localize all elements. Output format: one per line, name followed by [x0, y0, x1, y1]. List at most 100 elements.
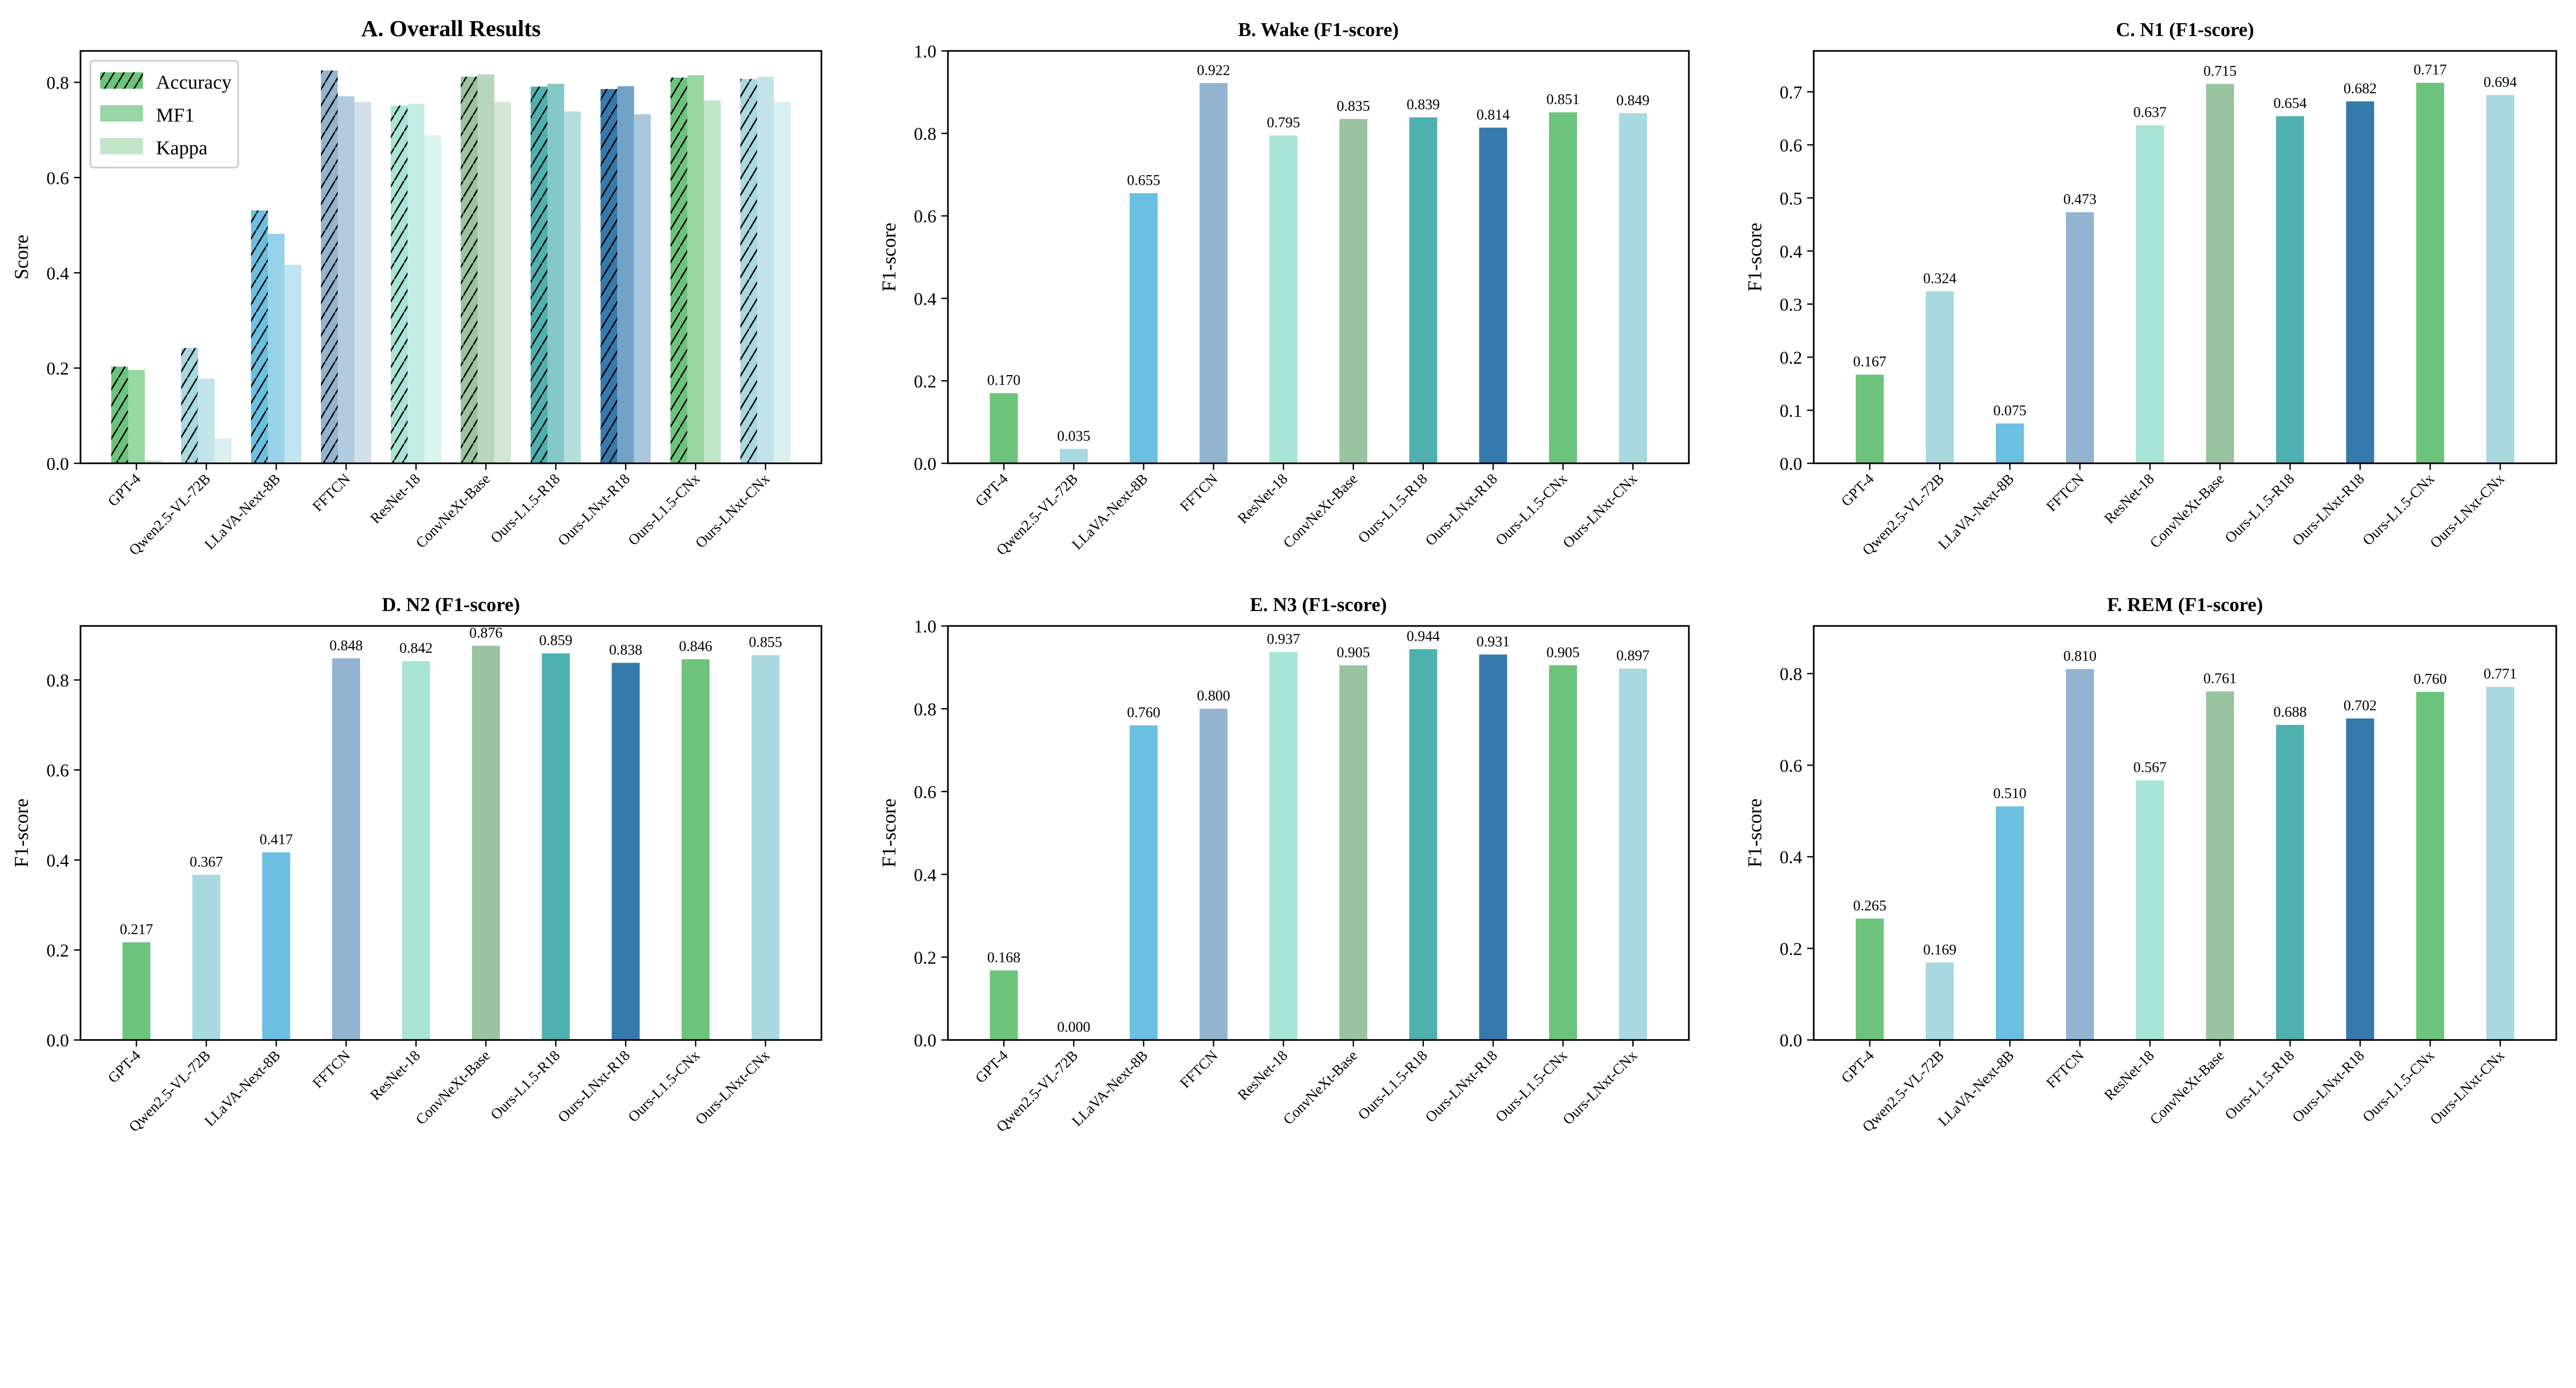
bar	[2136, 125, 2164, 464]
y-axis-label: F1-score	[1744, 799, 1766, 868]
figure: A. Overall Results Score 0.0 0.2 0.4 0.6 0.8 Ac…	[11, 15, 2557, 1136]
bar	[1409, 649, 1437, 1040]
x-tick-label: LLaVA-Next-8B	[201, 470, 284, 553]
x-tick-label: ConvNeXt-Base	[413, 470, 494, 551]
panel-6: F. REM (F1-score) F1-score 0.0 0.2 0.4 0.6 0.8…	[1744, 594, 2557, 1136]
y-tick-label: 0.4	[1780, 848, 1802, 868]
bar	[541, 653, 570, 1040]
bar-value-label: 0.859	[539, 632, 573, 649]
bar	[1199, 708, 1228, 1040]
bar-mf1	[337, 96, 355, 464]
x-tick-label: GPT-4	[972, 1047, 1011, 1087]
y-tick-label: 0.0	[914, 1030, 937, 1051]
bar-value-label: 0.876	[469, 624, 503, 641]
y-tick-label: 0.3	[1780, 295, 1802, 315]
axes-frame	[1812, 50, 2557, 464]
bar	[2486, 95, 2515, 464]
bar	[402, 661, 430, 1040]
bar-value-label: 0.324	[1923, 270, 1957, 287]
bar-value-label: 0.760	[1127, 704, 1161, 721]
bar-value-label: 0.851	[1547, 91, 1580, 108]
bar	[2206, 83, 2234, 464]
bar	[472, 646, 500, 1040]
x-tick-label: Ours-LNxt-R18	[555, 1047, 633, 1126]
y-tick-label: 0.6	[1780, 756, 1802, 776]
x-tick-label: Ours-LNxt-R18	[555, 470, 633, 549]
x-tick-label: GPT-4	[105, 470, 144, 510]
bar-hatch	[251, 210, 268, 464]
bar-value-label: 0.937	[1267, 631, 1300, 648]
bar-value-label: 0.835	[1337, 98, 1370, 114]
y-tick-label: 0.1	[1780, 401, 1802, 421]
legend-swatch	[100, 138, 143, 155]
bar-kappa	[704, 100, 721, 464]
x-tick-label: FFTCN	[310, 470, 354, 515]
bar-value-label: 0.848	[330, 637, 363, 654]
bar-kappa	[424, 135, 442, 464]
x-tick-label: ConvNeXt-Base	[1280, 470, 1361, 551]
x-tick-label: GPT-4	[972, 470, 1011, 510]
bar-value-label: 0.771	[2484, 666, 2517, 682]
x-tick-label: GPT-4	[1838, 1047, 1877, 1087]
bar	[1925, 291, 1954, 464]
bar	[1129, 193, 1158, 464]
x-tick-label: FFTCN	[310, 1047, 354, 1092]
bar	[1060, 449, 1088, 464]
chart-title: D. N2 (F1-score)	[382, 594, 520, 616]
bar	[2206, 691, 2234, 1040]
bar-value-label: 0.702	[2344, 698, 2377, 714]
bar	[262, 852, 291, 1040]
x-tick-label: Ours-LNxt-CNx	[1560, 1047, 1640, 1128]
bar-mf1	[757, 76, 774, 464]
legend-label: Kappa	[156, 138, 208, 159]
x-tick-label: ResNet-18	[2101, 470, 2157, 527]
bar-value-label: 0.842	[399, 640, 433, 656]
axes-frame	[947, 50, 1690, 464]
bar-hatch	[530, 87, 548, 464]
bar	[1549, 112, 1577, 464]
x-tick-label: ResNet-18	[1234, 1047, 1291, 1104]
y-tick-label: 1.0	[914, 42, 937, 62]
bar-value-label: 0.944	[1406, 628, 1440, 645]
bar	[990, 393, 1018, 464]
legend-label: MF1	[156, 105, 194, 126]
x-tick-label: Ours-L1.5-R18	[1355, 470, 1431, 546]
bar	[1995, 423, 2024, 464]
x-tick-label: FFTCN	[2043, 1047, 2088, 1092]
x-tick-label: LLaVA-Next-8B	[201, 1047, 284, 1130]
y-tick-label: 0.2	[1780, 939, 1802, 959]
y-tick-label: 0.8	[914, 124, 937, 144]
x-tick-label: ResNet-18	[2101, 1047, 2157, 1104]
bar	[2065, 669, 2094, 1040]
bar-value-label: 0.654	[2274, 95, 2307, 112]
panel-3: C. N1 (F1-score) F1-score 0.0 0.1 0.2 0.3 0.4 0…	[1744, 19, 2557, 558]
y-axis-label: Score	[11, 234, 32, 279]
chart-title: A. Overall Results	[361, 15, 540, 41]
bar-kappa	[494, 101, 511, 464]
y-axis-label: F1-score	[878, 223, 900, 292]
bar	[682, 659, 710, 1040]
bar-value-label: 0.905	[1337, 644, 1370, 661]
legend-swatch	[100, 105, 143, 122]
bar	[1619, 113, 1647, 464]
bar-value-label: 0.655	[1127, 172, 1161, 189]
bar	[1199, 83, 1228, 464]
bar	[2136, 780, 2164, 1040]
y-axis-label: F1-score	[878, 799, 900, 868]
bar-value-label: 0.897	[1616, 648, 1650, 664]
y-tick-label: 0.6	[46, 168, 69, 188]
y-axis-label: F1-score	[11, 799, 32, 868]
bar	[2276, 724, 2304, 1040]
x-tick-label: Ours-L1.5-CNx	[2360, 470, 2438, 549]
x-tick-label: Ours-L1.5-R18	[487, 1047, 563, 1123]
y-tick-label: 0.0	[1780, 1030, 1802, 1051]
bar-value-label: 0.473	[2063, 191, 2097, 208]
y-tick-label: 0.8	[46, 670, 69, 690]
bar	[1925, 962, 1954, 1040]
bar	[2276, 116, 2304, 464]
y-tick-label: 0.2	[914, 371, 937, 392]
y-tick-label: 0.6	[1780, 136, 1802, 156]
y-tick-label: 0.4	[914, 289, 937, 309]
bar-value-label: 0.922	[1197, 62, 1230, 78]
y-tick-label: 0.8	[1780, 664, 1802, 684]
